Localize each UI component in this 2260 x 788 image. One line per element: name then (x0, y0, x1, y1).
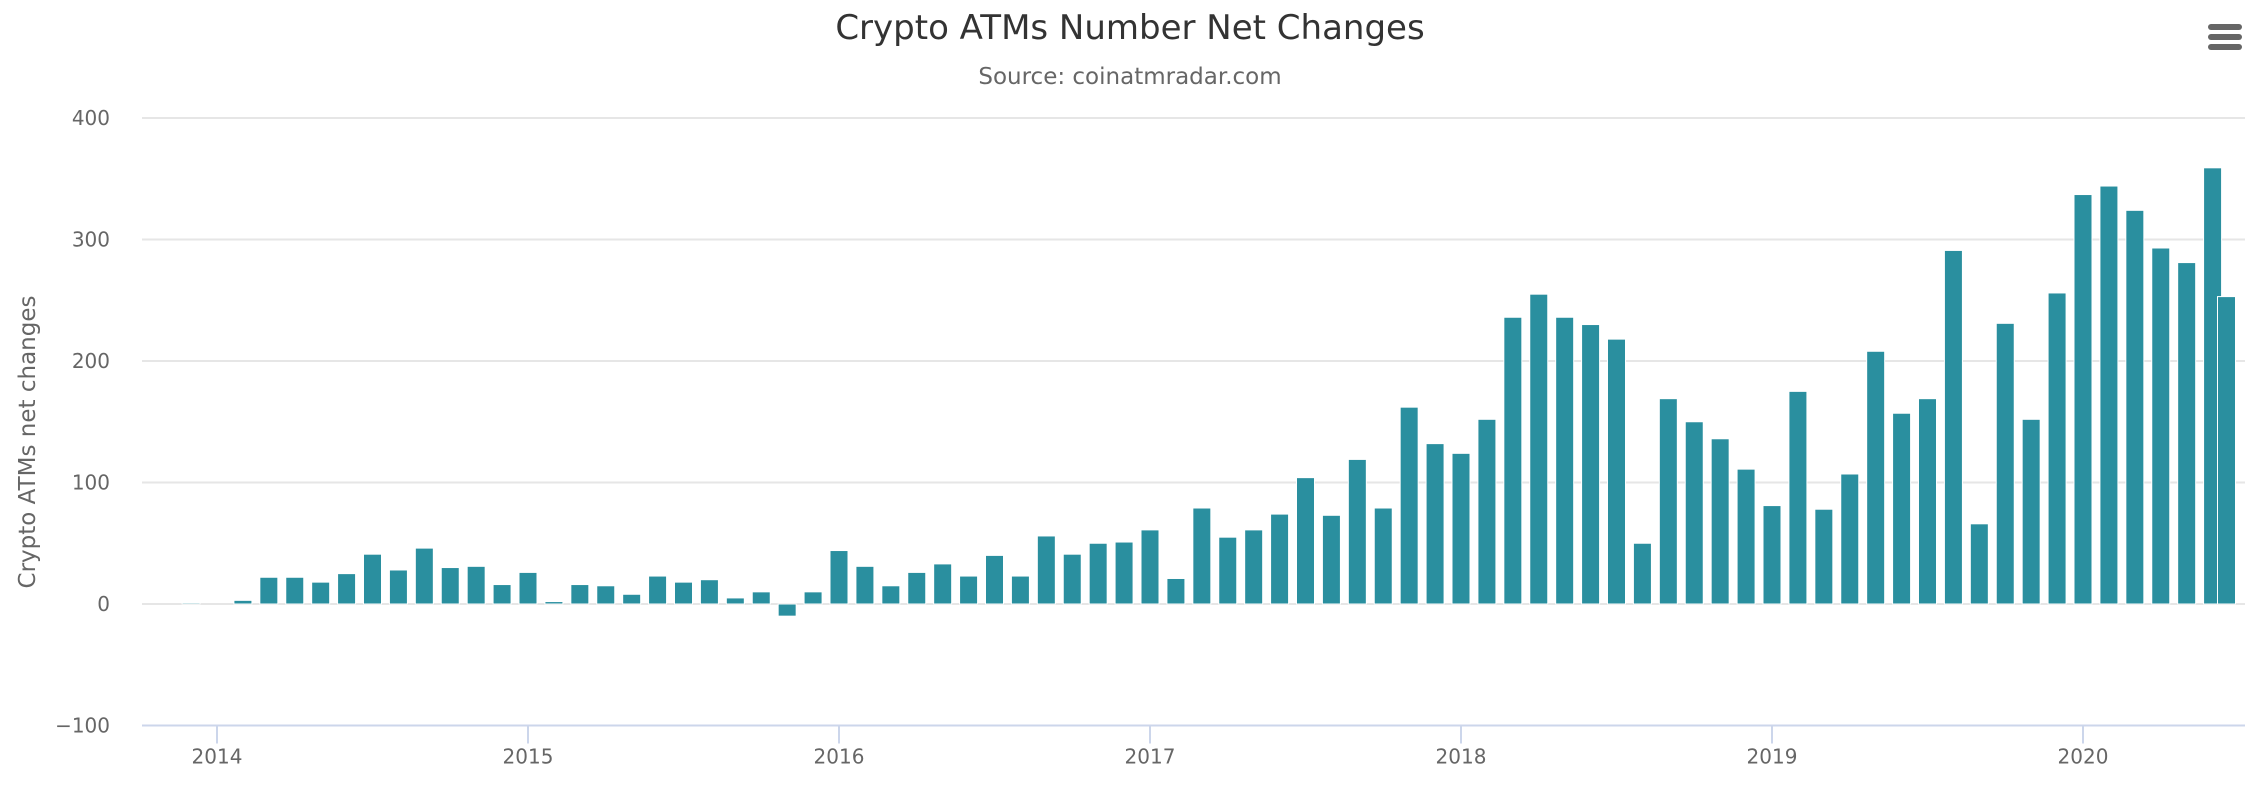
bar[interactable] (959, 575, 979, 605)
bar[interactable] (1710, 438, 1730, 605)
bar[interactable] (466, 565, 486, 605)
bar[interactable] (622, 593, 642, 605)
bar[interactable] (311, 581, 331, 605)
bar[interactable] (1088, 542, 1108, 605)
y-tick-label: 300 (72, 228, 110, 252)
bar[interactable] (2073, 194, 2093, 605)
bar[interactable] (1866, 350, 1886, 605)
bar[interactable] (674, 581, 693, 605)
bar[interactable] (544, 601, 564, 605)
bar[interactable] (1503, 316, 1523, 605)
bar[interactable] (1114, 541, 1134, 605)
x-tick-label: 2017 (1125, 745, 1176, 769)
bar[interactable] (907, 571, 927, 605)
bar[interactable] (1529, 293, 1549, 605)
bar[interactable] (440, 567, 460, 605)
bar[interactable] (1943, 249, 1963, 605)
x-tick-label: 2018 (1436, 745, 1487, 769)
bar[interactable] (1270, 513, 1290, 605)
bar[interactable] (751, 591, 771, 605)
y-tick-label: −100 (55, 714, 110, 738)
bar[interactable] (181, 602, 201, 605)
hamburger-menu-icon[interactable] (2208, 24, 2244, 54)
y-tick-label: 200 (72, 349, 110, 373)
bar[interactable] (1814, 508, 1834, 605)
bar[interactable] (1218, 536, 1238, 605)
bar[interactable] (803, 591, 823, 605)
bar[interactable] (2099, 185, 2119, 605)
bar[interactable] (777, 603, 797, 617)
bar[interactable] (492, 584, 512, 605)
bar[interactable] (414, 547, 434, 605)
y-tick-label: 0 (97, 592, 110, 616)
bar[interactable] (1892, 412, 1912, 605)
bar[interactable] (2125, 209, 2145, 605)
bar[interactable] (2217, 296, 2236, 605)
bar[interactable] (829, 550, 849, 605)
bar[interactable] (570, 584, 590, 605)
bar[interactable] (2151, 247, 2171, 605)
y-tick-label: 100 (72, 471, 110, 495)
bar[interactable] (1166, 577, 1186, 605)
bar[interactable] (1140, 529, 1160, 605)
bar[interactable] (285, 576, 305, 605)
bar[interactable] (1840, 473, 1860, 605)
bar[interactable] (1969, 523, 1989, 605)
bar[interactable] (2021, 418, 2041, 605)
bar[interactable] (1555, 316, 1575, 605)
bar[interactable] (1321, 514, 1341, 605)
bar[interactable] (363, 553, 382, 605)
bar[interactable] (1788, 390, 1808, 605)
bar[interactable] (1296, 477, 1315, 605)
x-tick-label: 2020 (2058, 745, 2109, 769)
bar[interactable] (1399, 406, 1419, 605)
bar[interactable] (337, 573, 357, 605)
x-tick-label: 2016 (814, 745, 865, 769)
bar[interactable] (1581, 324, 1601, 605)
bar[interactable] (1062, 553, 1082, 605)
chart-title: Crypto ATMs Number Net Changes (835, 8, 1425, 48)
bar[interactable] (855, 565, 875, 605)
bar[interactable] (388, 569, 408, 605)
x-tick-label: 2015 (503, 745, 554, 769)
bar[interactable] (1684, 421, 1704, 605)
bar[interactable] (1918, 398, 1937, 605)
bar[interactable] (2047, 292, 2067, 605)
bar[interactable] (1425, 443, 1445, 605)
bar[interactable] (1010, 575, 1030, 605)
bar[interactable] (1347, 458, 1367, 605)
bar[interactable] (518, 571, 538, 605)
bar[interactable] (881, 585, 901, 605)
bar[interactable] (1477, 418, 1497, 605)
bar[interactable] (596, 585, 616, 605)
bar[interactable] (699, 579, 719, 605)
bar[interactable] (1036, 535, 1056, 605)
bar[interactable] (1736, 468, 1756, 605)
bar[interactable] (1995, 322, 2015, 605)
y-tick-label: 400 (72, 106, 110, 130)
bar[interactable] (933, 563, 953, 605)
bar[interactable] (1607, 338, 1626, 605)
bar[interactable] (1632, 542, 1652, 605)
bar[interactable] (1451, 452, 1471, 605)
bar[interactable] (1373, 507, 1393, 605)
bar[interactable] (985, 554, 1004, 605)
bar[interactable] (725, 597, 745, 605)
bar[interactable] (1244, 529, 1264, 605)
bar[interactable] (1762, 505, 1782, 605)
bar[interactable] (2177, 262, 2197, 605)
bar[interactable] (233, 599, 253, 605)
x-tick-label: 2014 (192, 745, 243, 769)
chart-subtitle: Source: coinatmradar.com (978, 64, 1282, 90)
bar[interactable] (259, 576, 279, 605)
bar[interactable] (1192, 507, 1212, 605)
bar[interactable] (648, 575, 668, 605)
bar[interactable] (1658, 398, 1678, 605)
x-tick-label: 2019 (1747, 745, 1798, 769)
